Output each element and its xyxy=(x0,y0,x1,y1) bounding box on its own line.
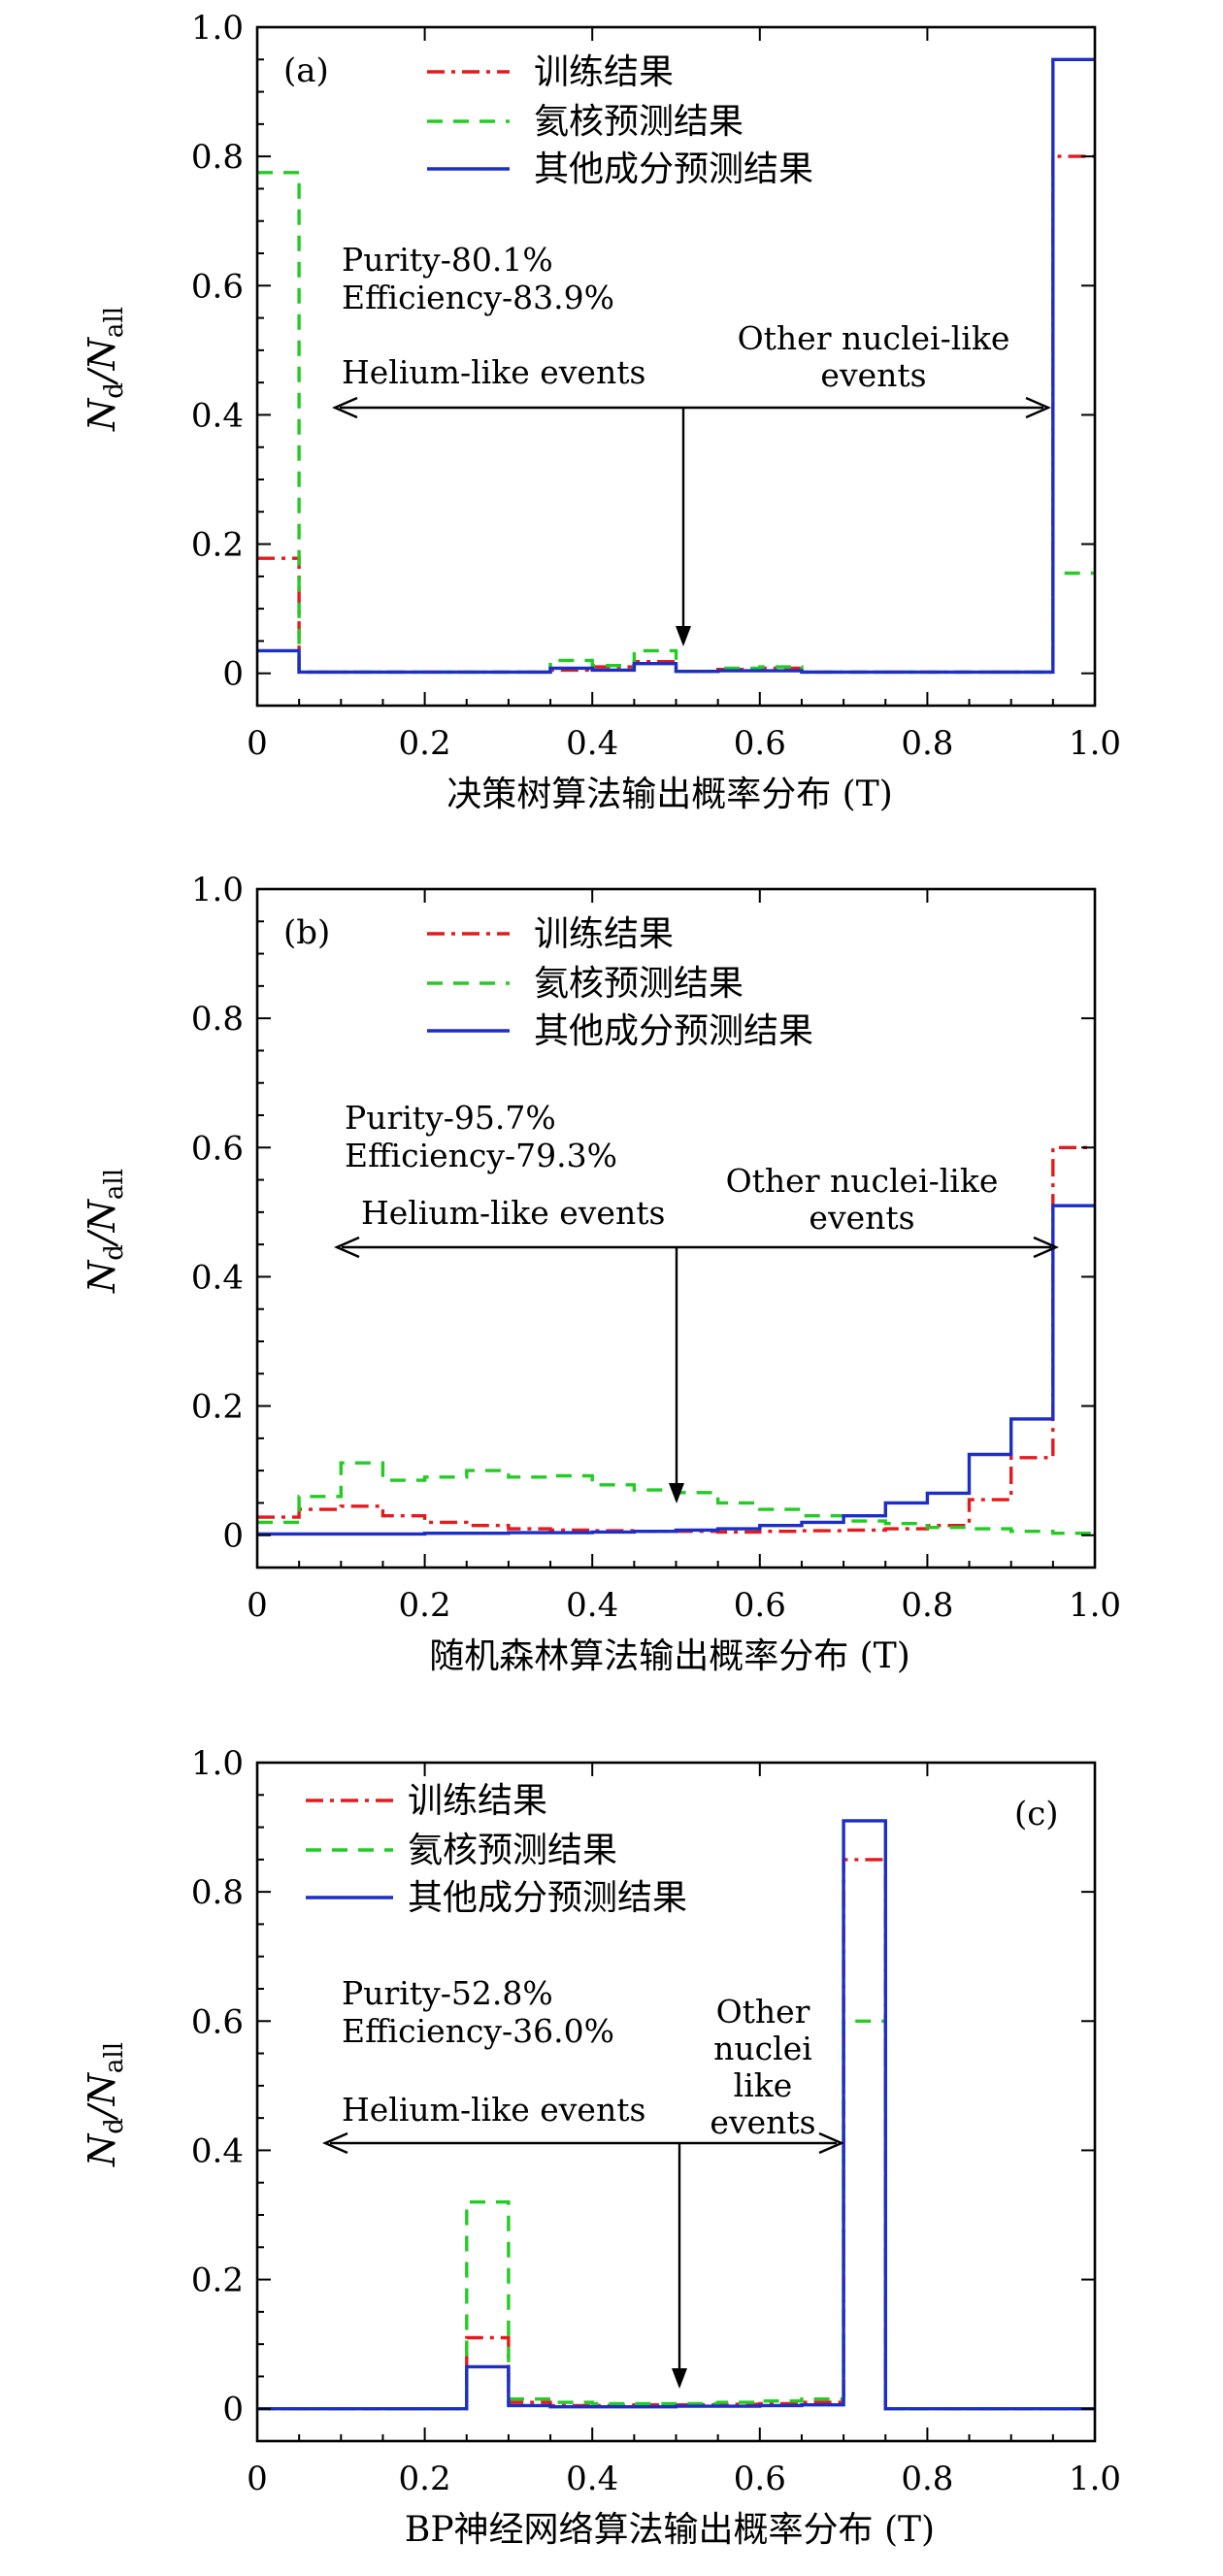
x-axis-label: 决策树算法输出概率分布 (T) xyxy=(446,775,893,814)
series-train xyxy=(257,154,1095,675)
y-tick-label: 0.4 xyxy=(191,396,244,435)
legend-label-other: 其他成分预测结果 xyxy=(534,149,813,189)
y-tick-label: 1.0 xyxy=(191,9,244,48)
legend-label-train: 训练结果 xyxy=(534,52,674,92)
helium-like-label: Helium-like events xyxy=(342,353,645,391)
purity-text: Purity-80.1% xyxy=(342,241,553,279)
x-tick-label: 0.6 xyxy=(734,1586,786,1625)
legend: 训练结果 氦核预测结果 其他成分预测结果 xyxy=(427,914,813,1051)
purity-text: Purity-52.8% xyxy=(342,1974,553,2012)
x-tick-label: 0.6 xyxy=(734,2460,786,2498)
helium-like-label: Helium-like events xyxy=(361,1194,665,1232)
x-tick-label: 0.2 xyxy=(399,2460,451,2498)
series-other xyxy=(257,1819,1095,2411)
y-tick-label: 0.2 xyxy=(191,2262,244,2300)
helium-arrow xyxy=(333,1236,1060,1259)
x-tick-label: 0.4 xyxy=(566,1586,618,1625)
y-tick-label: 0.8 xyxy=(191,138,244,177)
series-other xyxy=(257,1204,1095,1536)
helium-like-label: Helium-like events xyxy=(342,2091,645,2129)
threshold-arrow xyxy=(676,408,691,646)
helium-arrow xyxy=(331,396,1052,419)
efficiency-text: Efficiency-36.0% xyxy=(342,2012,614,2050)
x-tick-label: 0.4 xyxy=(566,724,618,763)
y-tick-label: 0 xyxy=(222,655,244,694)
y-tick-label: 0.6 xyxy=(191,1129,244,1168)
panel-c: Nd/Nall 0 0.2 0.4 0.6 0.8 1.0 0 0.2 0.4 0.6 0.8 1.0… xyxy=(81,1744,1121,2550)
threshold-arrow xyxy=(669,1247,684,1503)
x-tick-label: 0.6 xyxy=(734,724,786,763)
legend-label-train: 训练结果 xyxy=(534,914,674,954)
y-tick-label: 0.6 xyxy=(191,267,244,306)
y-tick-label: 0.8 xyxy=(191,1873,244,1912)
y-tick-label: 0.4 xyxy=(191,1258,244,1297)
panel-b: Nd/Nall 0 0.2 0.4 0.6 0.8 1.0 0 0.2 0.4 0.6 0.8 1.0… xyxy=(81,871,1121,1676)
x-tick-label: 0.2 xyxy=(399,724,451,763)
y-axis-label: Nd/Nall xyxy=(81,1169,129,1294)
x-tick-label: 0 xyxy=(247,724,268,763)
series-helium xyxy=(257,2019,1095,2411)
x-tick-label: 1.0 xyxy=(1069,2460,1121,2498)
y-axis-label: Nd/Nall xyxy=(81,2042,129,2167)
y-tick-label: 1.0 xyxy=(191,1744,244,1783)
threshold-arrow xyxy=(672,2143,687,2389)
x-tick-label: 0.8 xyxy=(901,1586,953,1625)
legend: 训练结果 氦核预测结果 其他成分预测结果 xyxy=(427,52,813,189)
panel-a: Nd/Nall 0 0.2 0.4 0.6 0.8 1.0 0 0.2 0.4 0.6 0.8 1.0… xyxy=(81,9,1121,814)
y-tick-label: 0 xyxy=(222,2391,244,2429)
x-tick-label: 0.2 xyxy=(399,1586,451,1625)
plot-area: 0 0.2 0.4 0.6 0.8 1.0 0 0.2 0.4 0.6 0.8 1.0 xyxy=(191,1744,1121,2498)
plot-area: 0 0.2 0.4 0.6 0.8 1.0 0 0.2 0.4 0.6 0.8 1.0 xyxy=(191,9,1121,763)
legend-label-helium: 氦核预测结果 xyxy=(534,102,744,142)
x-tick-label: 0 xyxy=(247,1586,268,1625)
legend-label-other: 其他成分预测结果 xyxy=(534,1011,813,1051)
x-tick-label: 1.0 xyxy=(1069,724,1121,763)
y-tick-label: 1.0 xyxy=(191,871,244,909)
x-tick-label: 0.4 xyxy=(566,2460,618,2498)
y-axis-label: Nd/Nall xyxy=(81,307,129,432)
panel-label: (c) xyxy=(1014,1795,1059,1833)
x-axis-label: BP神经网络算法输出概率分布 (T) xyxy=(405,2510,935,2550)
efficiency-text: Efficiency-83.9% xyxy=(342,279,614,316)
panel-label: (b) xyxy=(283,913,330,952)
x-tick-label: 0.8 xyxy=(901,724,953,763)
helium-arrow xyxy=(321,2131,845,2155)
series-train xyxy=(257,1858,1095,2411)
y-tick-label: 0.2 xyxy=(191,1388,244,1427)
legend-label-other: 其他成分预测结果 xyxy=(408,1878,687,1918)
series-other xyxy=(257,57,1095,675)
x-axis-label: 随机森林算法输出概率分布 (T) xyxy=(429,1636,910,1676)
efficiency-text: Efficiency-79.3% xyxy=(345,1137,617,1174)
other-nuclei-label: Other nuclei-like events xyxy=(738,319,1010,394)
y-tick-label: 0.4 xyxy=(191,2131,244,2170)
panel-label: (a) xyxy=(283,51,329,90)
y-tick-label: 0.8 xyxy=(191,1000,244,1039)
x-tick-label: 1.0 xyxy=(1069,1586,1121,1625)
other-nuclei-label: Other nuclei like events xyxy=(710,1993,815,2141)
legend-label-helium: 氦核预测结果 xyxy=(534,964,744,1004)
legend-label-train: 训练结果 xyxy=(408,1781,547,1821)
legend: 训练结果 氦核预测结果 其他成分预测结果 xyxy=(306,1781,687,1918)
x-tick-label: 0 xyxy=(247,2460,268,2498)
other-nuclei-label: Other nuclei-like events xyxy=(726,1162,999,1237)
y-tick-label: 0.2 xyxy=(191,526,244,565)
legend-label-helium: 氦核预测结果 xyxy=(408,1831,617,1870)
purity-text: Purity-95.7% xyxy=(345,1099,556,1137)
x-tick-label: 0.8 xyxy=(901,2460,953,2498)
y-tick-label: 0 xyxy=(222,1517,244,1556)
y-tick-label: 0.6 xyxy=(191,2002,244,2041)
